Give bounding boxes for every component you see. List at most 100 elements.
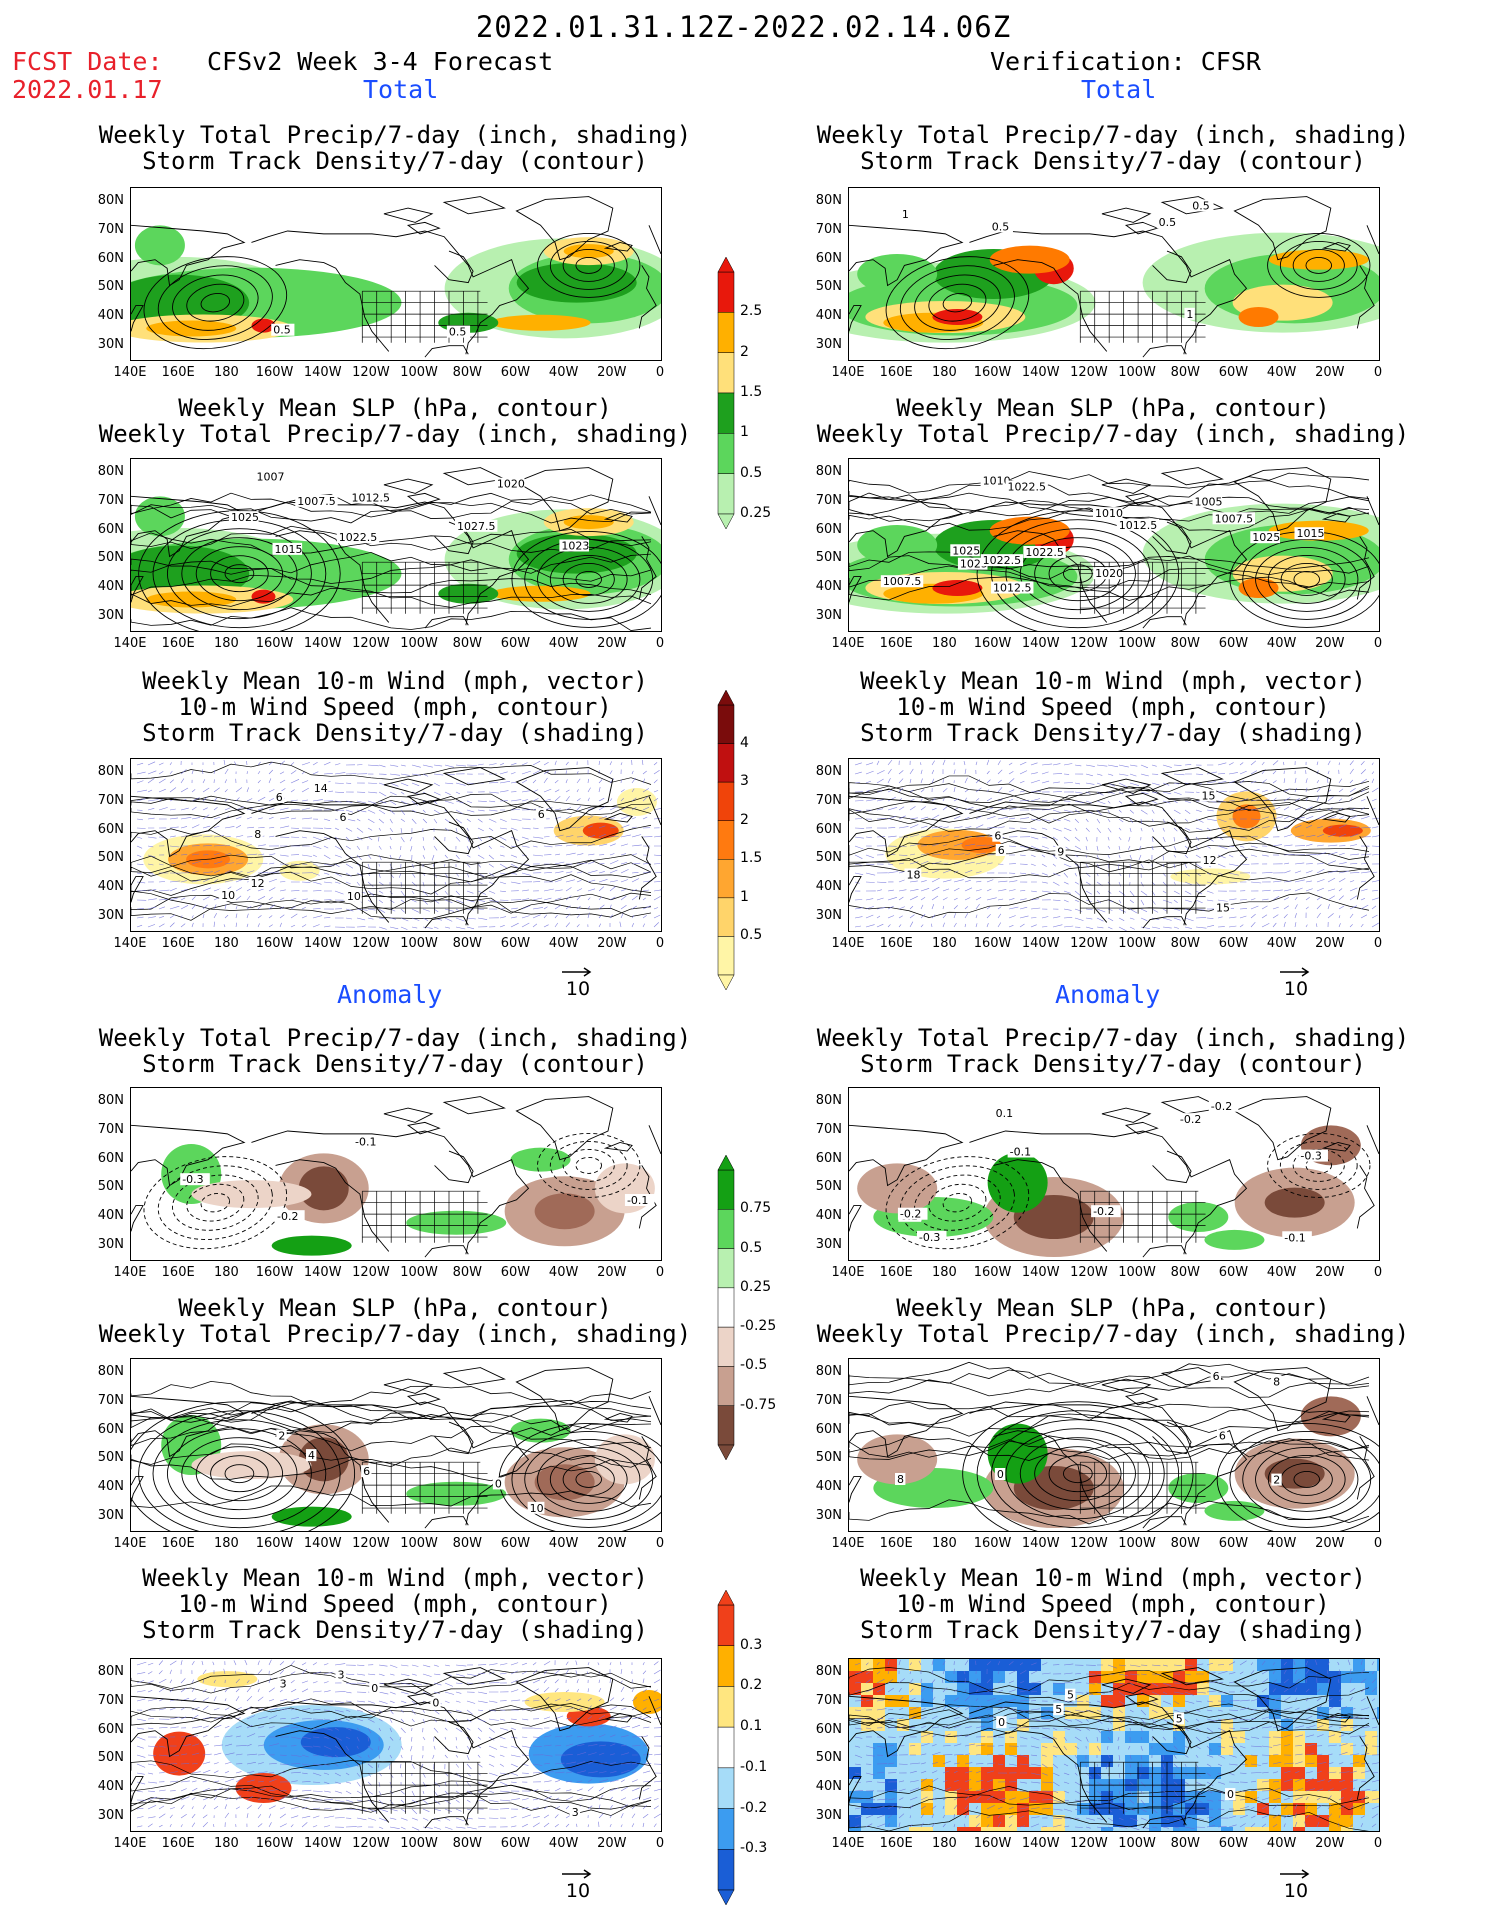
- map-panel-1-R: 0.5 0.5 1 1 0.5: [848, 187, 1380, 361]
- contour-value-label: 6: [538, 808, 545, 821]
- lon-tick-label: 40W: [548, 936, 579, 951]
- panel-title-6-R-2: Storm Track Density/7-day (shading): [860, 1616, 1366, 1644]
- lon-tick-label: 0: [1373, 1265, 1383, 1280]
- map-panel-4-R: 0.10.1-0.2-0.2-0.1-0.1-0.3-0.3-0.2-0.2: [848, 1087, 1380, 1261]
- contour-value-label: 10: [347, 890, 361, 903]
- lon-tick-label: 80W: [452, 636, 482, 651]
- contour-value-label: 1025: [1252, 531, 1280, 544]
- lon-tick-label: 160E: [161, 636, 195, 651]
- panel-title-6-R-1: 10-m Wind Speed (mph, contour): [896, 1590, 1330, 1618]
- lon-tick-label: 180: [213, 1836, 239, 1851]
- lat-tick-label: 80N: [97, 1093, 124, 1109]
- lat-tick-label: 50N: [97, 550, 124, 566]
- lon-tick-label: 40W: [1266, 636, 1297, 651]
- contour-value-label: 1027.5: [457, 520, 496, 533]
- contour-value-label: 0.5: [273, 324, 291, 337]
- lat-tick-label: 60N: [815, 521, 842, 537]
- lat-tick-label: 40N: [97, 1779, 124, 1794]
- lon-tick-label: 160W: [973, 365, 1012, 380]
- lat-tick-label: 40N: [815, 579, 842, 594]
- lat-tick-label: 50N: [97, 850, 124, 866]
- contour-value-label: 8: [897, 1473, 904, 1486]
- colorbar-label: 0.25: [740, 505, 772, 521]
- valid-period-title: 2022.01.31.12Z-2022.02.14.06Z: [475, 10, 1012, 44]
- lon-tick-label: 120W: [352, 1265, 390, 1280]
- panel-title-3-L-0: Weekly Mean 10-m Wind (mph, vector): [142, 667, 648, 695]
- lat-tick-label: 40N: [97, 308, 124, 323]
- lon-tick-label: 60W: [1218, 1536, 1249, 1551]
- map-panel-5-R: 0 8 6 6 2 8: [848, 1358, 1380, 1532]
- lat-tick-label: 70N: [815, 1122, 842, 1137]
- contour-value-label: 1007.5: [883, 575, 922, 588]
- lon-tick-label: 60W: [500, 365, 531, 380]
- lon-tick-label: 80W: [1170, 636, 1200, 651]
- lon-tick-label: 140E: [113, 636, 147, 651]
- contour-value-label: 1: [1186, 308, 1193, 321]
- contour-value-label: 12: [1203, 854, 1217, 867]
- contour-value-label: 3: [572, 1806, 579, 1819]
- lon-tick-label: 0: [1373, 1536, 1383, 1551]
- contour-value-label: 1022.5: [1025, 546, 1064, 559]
- lon-tick-label: 120W: [1070, 1536, 1108, 1551]
- contour-value-label: 1012.5: [993, 582, 1032, 595]
- lon-tick-label: 140W: [1021, 936, 1060, 951]
- contour-value-label: 6: [276, 791, 283, 804]
- lon-tick-label: 80W: [452, 365, 482, 380]
- contour-value-label: -0.2: [1180, 1113, 1201, 1126]
- colorbar-precip_total: [717, 257, 735, 529]
- contour-value-label: 0.5: [449, 326, 467, 339]
- contour-value-label: 4: [308, 1449, 315, 1462]
- lon-tick-label: 100W: [1118, 936, 1156, 951]
- contour-value-label: 1022.5: [339, 531, 378, 544]
- colorbar-precip_anom: [717, 1155, 735, 1460]
- lon-tick-label: 20W: [1315, 1536, 1345, 1551]
- lon-tick-label: 140W: [303, 936, 342, 951]
- panel-title-1-R-1: Storm Track Density/7-day (contour): [860, 147, 1366, 175]
- contour-value-label: 1010: [1095, 507, 1123, 520]
- lat-tick-label: 60N: [97, 1421, 124, 1437]
- lon-tick-label: 140E: [113, 1836, 147, 1851]
- lon-tick-label: 80W: [1170, 1536, 1200, 1551]
- contour-value-label: 1020: [1095, 567, 1123, 580]
- contour-value-label: 1: [902, 208, 909, 221]
- lon-tick-label: 140W: [303, 1536, 342, 1551]
- contour-value-label: 0.1: [996, 1107, 1014, 1120]
- lon-tick-label: 0: [1373, 365, 1383, 380]
- colorbar-label: 1: [740, 424, 749, 441]
- colorbar-label: -0.5: [740, 1357, 768, 1374]
- colorbar-label: 0.75: [740, 1200, 772, 1217]
- lon-tick-label: 180: [213, 636, 239, 651]
- lon-tick-label: 120W: [352, 365, 390, 380]
- lat-tick-label: 30N: [97, 607, 124, 623]
- lon-tick-label: 160W: [973, 1265, 1012, 1280]
- contour-value-label: 6: [363, 1465, 370, 1478]
- contour-value-label: -0.2: [1211, 1100, 1232, 1113]
- lon-tick-label: 140E: [831, 636, 865, 651]
- lat-tick-label: 30N: [97, 1236, 124, 1252]
- contour-value-label: 15: [1216, 901, 1230, 914]
- contour-value-label: 8: [254, 828, 261, 841]
- lat-tick-label: 80N: [815, 1093, 842, 1109]
- lon-tick-label: 20W: [1315, 1265, 1345, 1280]
- lon-tick-label: 80W: [1170, 1265, 1200, 1280]
- lon-tick-label: 180: [213, 1265, 239, 1280]
- contour-value-label: 9: [1057, 845, 1064, 858]
- colorbar-label: 0.5: [740, 1239, 763, 1256]
- lon-tick-label: 140W: [1021, 365, 1060, 380]
- lat-tick-label: 70N: [97, 1122, 124, 1137]
- contour-value-label: 1010: [983, 474, 1011, 487]
- colorbar-label: 1.5: [740, 850, 763, 867]
- map-panel-3-L: 6 8 6 10 12 14 10 6: [130, 758, 662, 932]
- colorbar-label: 0.1: [740, 1718, 763, 1735]
- contour-value-label: 6: [994, 830, 1001, 843]
- panel-title-5-L-0: Weekly Mean SLP (hPa, contour): [178, 1294, 612, 1322]
- contour-value-label: 1015: [275, 543, 303, 556]
- panel-title-4-R-1: Storm Track Density/7-day (contour): [860, 1050, 1366, 1078]
- lon-tick-label: 140E: [831, 1836, 865, 1851]
- lat-tick-label: 50N: [815, 850, 842, 866]
- lon-tick-label: 140W: [1021, 1265, 1060, 1280]
- lon-tick-label: 180: [931, 1536, 957, 1551]
- lat-tick-label: 50N: [815, 1450, 842, 1466]
- lat-tick-label: 80N: [815, 1364, 842, 1380]
- panel-title-3-L-2: Storm Track Density/7-day (shading): [142, 719, 648, 747]
